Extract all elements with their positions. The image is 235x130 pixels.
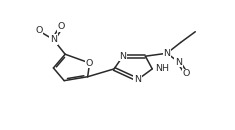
Text: N: N (134, 75, 141, 84)
Text: O: O (58, 22, 65, 31)
Text: N: N (163, 49, 170, 58)
Text: O: O (183, 69, 190, 78)
Text: N: N (119, 52, 126, 61)
Text: NH: NH (155, 64, 169, 73)
Text: N: N (50, 35, 57, 44)
Text: N: N (175, 58, 182, 67)
Text: O: O (35, 26, 42, 35)
Text: O: O (86, 58, 93, 68)
